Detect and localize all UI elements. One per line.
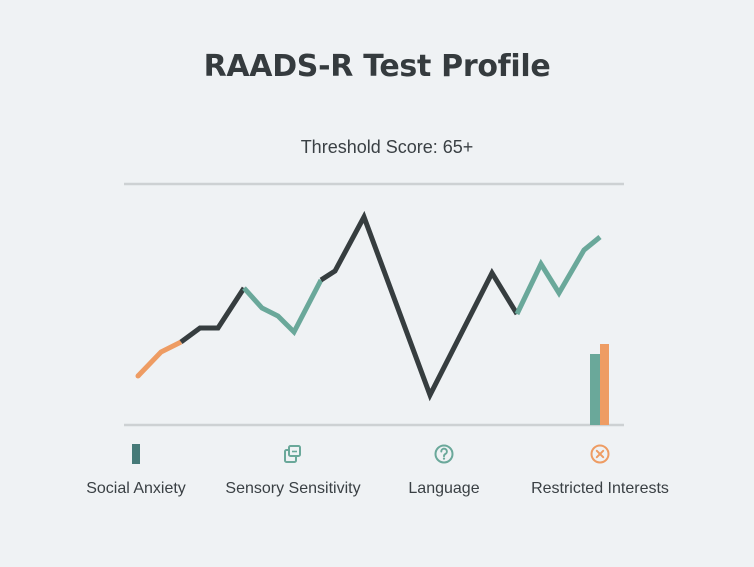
legend-label: Restricted Interests bbox=[531, 480, 669, 497]
bar-rect-icon bbox=[131, 440, 141, 468]
legend-item-restricted-interests: Restricted Interests bbox=[520, 440, 680, 498]
legend-label: Sensory Sensitivity bbox=[225, 480, 361, 497]
copy-squares-icon bbox=[283, 440, 303, 468]
legend-item-sensory-sensitivity: Sensory Sensitivity bbox=[213, 440, 373, 498]
chart-title: RAADS-R Test Profile bbox=[203, 49, 551, 84]
legend-item-social-anxiety: Social Anxiety bbox=[86, 440, 186, 498]
bar bbox=[590, 354, 600, 425]
legend-label: Social Anxiety bbox=[86, 480, 186, 497]
threshold-label: Threshold Score: 65+ bbox=[300, 137, 474, 157]
line-start-cap bbox=[135, 373, 141, 379]
line-segment bbox=[319, 210, 520, 402]
legend-label: Language bbox=[408, 480, 480, 497]
legend-item-language: Language bbox=[394, 440, 494, 498]
bar bbox=[600, 344, 609, 425]
line-segment bbox=[242, 278, 324, 337]
line-series-group bbox=[135, 210, 602, 402]
bar-group bbox=[590, 344, 609, 425]
x-circle-icon bbox=[589, 440, 611, 468]
line-segment bbox=[179, 286, 247, 345]
line-segment bbox=[136, 339, 183, 378]
line-segment bbox=[514, 235, 602, 316]
question-circle-icon bbox=[433, 440, 455, 468]
